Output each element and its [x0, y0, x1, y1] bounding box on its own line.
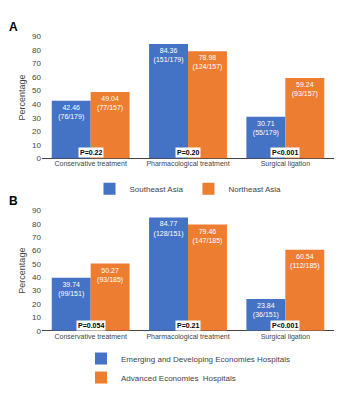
svg-text:0: 0	[37, 327, 42, 336]
svg-text:40: 40	[32, 100, 41, 109]
svg-text:20: 20	[32, 127, 41, 136]
svg-text:30: 30	[32, 286, 41, 295]
svg-text:0: 0	[37, 154, 42, 163]
svg-text:20: 20	[32, 300, 41, 309]
svg-text:Percentage: Percentage	[17, 74, 27, 120]
svg-text:Advanced Economies Hospitals: Advanced Economies Hospitals	[121, 374, 236, 383]
svg-text:80: 80	[32, 46, 41, 55]
svg-text:Surgical ligation: Surgical ligation	[261, 333, 311, 341]
svg-text:30.71(55/179): 30.71(55/179)	[253, 120, 279, 137]
svg-text:90: 90	[32, 32, 41, 41]
svg-text:23.84(36/151): 23.84(36/151)	[253, 302, 279, 319]
svg-text:30: 30	[32, 114, 41, 123]
svg-text:P=0.20: P=0.20	[177, 149, 199, 156]
svg-text:P<0.001: P<0.001	[272, 149, 298, 156]
svg-text:78.98(124/157): 78.98(124/157)	[192, 54, 222, 71]
svg-text:B: B	[9, 194, 18, 208]
svg-text:80: 80	[32, 220, 41, 229]
svg-text:P=0.21: P=0.21	[177, 322, 199, 329]
svg-text:70: 70	[32, 233, 41, 242]
svg-text:10: 10	[32, 313, 41, 322]
svg-text:50: 50	[32, 260, 41, 269]
svg-text:49.04(77/157): 49.04(77/157)	[97, 95, 123, 112]
svg-text:Pharmacological treatment: Pharmacological treatment	[146, 160, 229, 168]
svg-text:P=0.054: P=0.054	[78, 322, 104, 329]
svg-text:Conservative treatment: Conservative treatment	[54, 160, 126, 167]
svg-text:84.77(128/151): 84.77(128/151)	[154, 220, 184, 237]
svg-text:40: 40	[32, 273, 41, 282]
svg-text:84.36(151/179): 84.36(151/179)	[154, 47, 184, 64]
svg-text:60: 60	[32, 246, 41, 255]
svg-text:Southeast Asia: Southeast Asia	[130, 185, 184, 194]
svg-text:60.54(112/185): 60.54(112/185)	[290, 253, 319, 270]
svg-text:Percentage: Percentage	[17, 248, 27, 294]
svg-text:42.46(76/179): 42.46(76/179)	[58, 104, 84, 121]
svg-text:Surgical ligation: Surgical ligation	[261, 160, 311, 168]
svg-text:70: 70	[32, 59, 41, 68]
svg-text:60: 60	[32, 73, 41, 82]
svg-text:39.74(99/151): 39.74(99/151)	[58, 281, 84, 298]
svg-text:Emerging and Developing Econom: Emerging and Developing Economies Hospit…	[121, 355, 290, 364]
svg-text:Pharmacological treatment: Pharmacological treatment	[146, 333, 229, 341]
svg-text:P=0.22: P=0.22	[80, 149, 102, 156]
svg-text:10: 10	[32, 141, 41, 150]
svg-text:90: 90	[32, 206, 41, 215]
svg-text:79.46(147/185): 79.46(147/185)	[192, 228, 222, 245]
svg-text:P<0.001: P<0.001	[272, 322, 298, 329]
svg-text:50.27(93/185): 50.27(93/185)	[97, 267, 123, 284]
svg-text:Conservative treatment: Conservative treatment	[54, 333, 126, 340]
svg-text:Northeast Asia: Northeast Asia	[228, 185, 281, 194]
svg-text:50: 50	[32, 86, 41, 95]
svg-text:A: A	[9, 20, 18, 34]
svg-text:59.24(93/157): 59.24(93/157)	[292, 81, 318, 98]
